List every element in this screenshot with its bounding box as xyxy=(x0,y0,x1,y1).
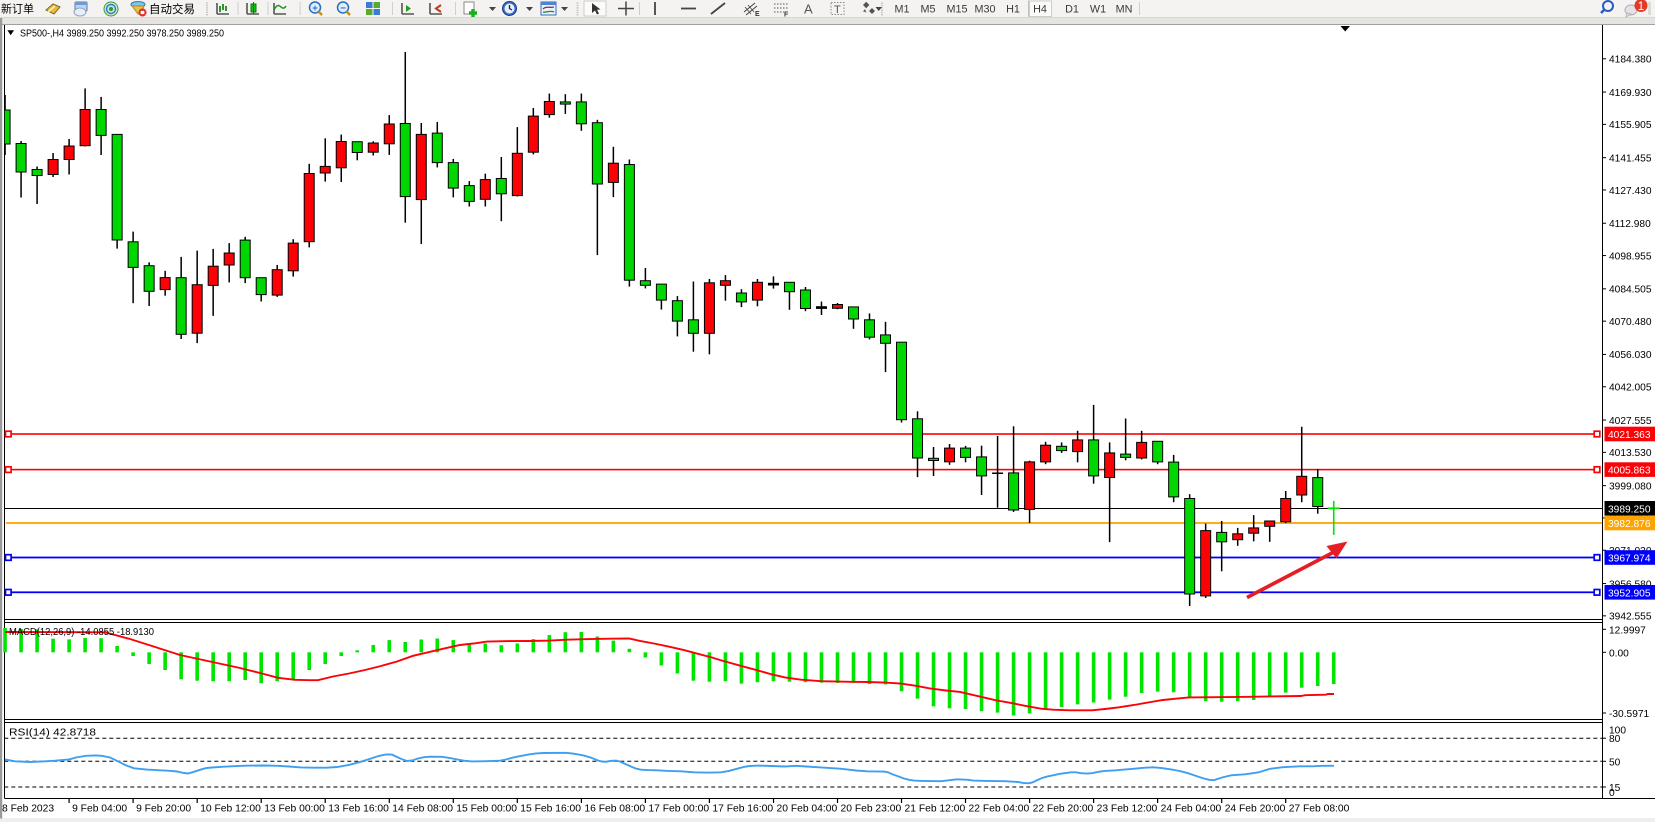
svg-text:1: 1 xyxy=(1638,1,1644,13)
svg-text:22 Feb 04:00: 22 Feb 04:00 xyxy=(969,804,1030,815)
svg-text:A: A xyxy=(804,2,813,17)
svg-text:MACD(12,26,9) -14.0855 -18.913: MACD(12,26,9) -14.0855 -18.9130 xyxy=(9,627,154,638)
svg-text:4013.530: 4013.530 xyxy=(1609,448,1652,459)
svg-text:0: 0 xyxy=(1609,788,1615,799)
svg-text:24 Feb 20:00: 24 Feb 20:00 xyxy=(1225,804,1286,815)
svg-text:T: T xyxy=(834,4,841,16)
svg-text:20 Feb 23:00: 20 Feb 23:00 xyxy=(841,804,902,815)
svg-text:+: + xyxy=(312,3,318,14)
svg-text:3956.580: 3956.580 xyxy=(1609,579,1652,590)
svg-text:3942.555: 3942.555 xyxy=(1609,612,1652,623)
svg-text:4084.505: 4084.505 xyxy=(1609,285,1652,296)
svg-text:3989.250: 3989.250 xyxy=(1608,504,1651,515)
svg-text:80: 80 xyxy=(1609,734,1621,745)
svg-text:RSI(14) 42.8718: RSI(14) 42.8718 xyxy=(9,728,97,739)
svg-text:13 Feb 00:00: 13 Feb 00:00 xyxy=(264,804,325,815)
svg-text:0.00: 0.00 xyxy=(1609,648,1629,659)
svg-text:4169.930: 4169.930 xyxy=(1609,88,1652,99)
svg-text:E: E xyxy=(755,11,760,18)
svg-text:SP500-,H4 3989.250 3992.250 3: SP500-,H4 3989.250 3992.250 3978.250 398… xyxy=(20,28,224,39)
svg-text:8 Feb 2023: 8 Feb 2023 xyxy=(2,804,54,815)
svg-text:4098.955: 4098.955 xyxy=(1609,251,1652,262)
svg-text:4141.455: 4141.455 xyxy=(1609,153,1652,164)
svg-text:23 Feb 12:00: 23 Feb 12:00 xyxy=(1097,804,1158,815)
svg-text:H1: H1 xyxy=(1006,4,1020,16)
svg-text:自动交易: 自动交易 xyxy=(149,2,195,16)
svg-text:W1: W1 xyxy=(1090,4,1106,16)
svg-text:15 Feb 16:00: 15 Feb 16:00 xyxy=(520,804,581,815)
svg-text:-30.5971: -30.5971 xyxy=(1609,709,1650,720)
svg-text:3999.080: 3999.080 xyxy=(1609,481,1652,492)
svg-text:M30: M30 xyxy=(974,4,995,16)
svg-text:21 Feb 12:00: 21 Feb 12:00 xyxy=(905,804,966,815)
svg-text:15: 15 xyxy=(1609,783,1621,794)
svg-text:20 Feb 04:00: 20 Feb 04:00 xyxy=(777,804,838,815)
svg-text:4070.480: 4070.480 xyxy=(1609,317,1652,328)
svg-text:4042.005: 4042.005 xyxy=(1609,383,1652,394)
svg-text:4027.555: 4027.555 xyxy=(1609,416,1652,427)
svg-text:M1: M1 xyxy=(895,4,910,16)
svg-text:4184.380: 4184.380 xyxy=(1609,55,1652,66)
svg-text:−: − xyxy=(340,3,346,14)
svg-text:9 Feb 20:00: 9 Feb 20:00 xyxy=(136,804,191,815)
svg-text:24 Feb 04:00: 24 Feb 04:00 xyxy=(1161,804,1222,815)
svg-text:4021.363: 4021.363 xyxy=(1608,430,1651,441)
svg-text:新订单: 新订单 xyxy=(1,2,34,16)
svg-text:100: 100 xyxy=(1609,726,1626,737)
svg-text:17 Feb 00:00: 17 Feb 00:00 xyxy=(648,804,709,815)
svg-text:M5: M5 xyxy=(921,4,936,16)
svg-text:4155.905: 4155.905 xyxy=(1609,120,1652,131)
svg-text:4005.863: 4005.863 xyxy=(1608,466,1651,477)
svg-text:14 Feb 08:00: 14 Feb 08:00 xyxy=(392,804,453,815)
svg-text:4112.980: 4112.980 xyxy=(1609,219,1651,230)
svg-text:3952.905: 3952.905 xyxy=(1608,588,1651,599)
svg-text:16 Feb 08:00: 16 Feb 08:00 xyxy=(584,804,645,815)
svg-text:D1: D1 xyxy=(1065,4,1079,16)
svg-text:13 Feb 16:00: 13 Feb 16:00 xyxy=(328,804,389,815)
svg-text:MN: MN xyxy=(1116,4,1133,16)
svg-text:12.9997: 12.9997 xyxy=(1609,625,1646,636)
svg-text:4056.030: 4056.030 xyxy=(1609,350,1652,361)
svg-text:H4: H4 xyxy=(1033,4,1047,16)
svg-text:3967.974: 3967.974 xyxy=(1608,554,1651,565)
svg-text:M15: M15 xyxy=(946,4,967,16)
svg-text:22 Feb 20:00: 22 Feb 20:00 xyxy=(1033,804,1094,815)
svg-text:9 Feb 04:00: 9 Feb 04:00 xyxy=(72,804,127,815)
svg-text:15 Feb 00:00: 15 Feb 00:00 xyxy=(456,804,517,815)
svg-text:F: F xyxy=(784,12,789,19)
svg-text:50: 50 xyxy=(1609,757,1621,768)
svg-text:3982.876: 3982.876 xyxy=(1608,519,1651,530)
svg-text:27 Feb 08:00: 27 Feb 08:00 xyxy=(1289,804,1350,815)
svg-text:4127.430: 4127.430 xyxy=(1609,186,1652,197)
svg-text:17 Feb 16:00: 17 Feb 16:00 xyxy=(712,804,773,815)
svg-text:10 Feb 12:00: 10 Feb 12:00 xyxy=(200,804,261,815)
